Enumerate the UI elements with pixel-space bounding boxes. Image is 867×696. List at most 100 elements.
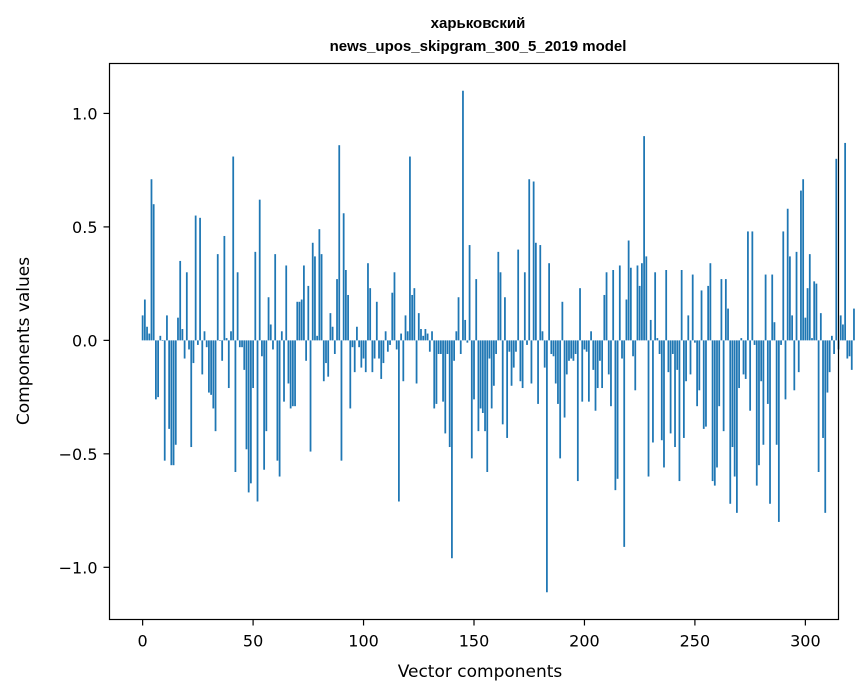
bar: [382, 340, 385, 364]
bar: [687, 315, 690, 341]
x-axis-label: Vector components: [398, 662, 563, 682]
bar: [850, 340, 853, 370]
bar: [188, 340, 190, 350]
bar: [749, 340, 752, 411]
bar: [495, 340, 497, 354]
bar: [583, 340, 586, 350]
bar: [795, 251, 798, 341]
bar: [797, 340, 800, 373]
bar: [265, 340, 268, 432]
bar: [433, 340, 436, 409]
bar: [349, 340, 352, 409]
bar: [415, 340, 418, 384]
bar: [736, 340, 738, 513]
bar: [623, 340, 626, 547]
bar: [645, 256, 648, 341]
bar: [627, 240, 630, 341]
bar: [391, 292, 394, 341]
bar: [519, 340, 522, 382]
bar: [828, 340, 831, 373]
bar: [424, 329, 427, 341]
bar: [775, 340, 778, 445]
bar: [400, 333, 402, 341]
bar: [758, 340, 760, 466]
bar: [605, 272, 608, 341]
bar: [232, 156, 235, 341]
bar: [254, 251, 257, 341]
bar: [362, 340, 365, 359]
bar: [373, 340, 376, 359]
bar: [212, 340, 215, 409]
bar: [729, 340, 732, 504]
bar: [647, 340, 650, 477]
bar: [554, 340, 557, 384]
bar: [320, 254, 323, 341]
bar: [274, 254, 277, 341]
bar: [174, 340, 177, 445]
bar: [689, 340, 692, 375]
bar: [804, 317, 807, 341]
bar: [347, 294, 349, 341]
bar: [552, 340, 555, 357]
x-tick-label: 0: [138, 632, 148, 651]
bar: [344, 270, 347, 341]
bar: [219, 340, 221, 341]
bar: [475, 279, 478, 341]
bar: [141, 315, 144, 341]
bar: [724, 279, 727, 341]
bar: [501, 340, 504, 425]
bar: [272, 340, 274, 350]
bar: [654, 272, 657, 341]
bar: [738, 340, 740, 389]
bar: [488, 340, 491, 359]
bar: [824, 340, 827, 513]
bar: [537, 340, 539, 404]
bar: [528, 179, 531, 341]
bar: [300, 299, 303, 341]
bar: [409, 156, 411, 341]
bar: [764, 274, 767, 341]
bar: [331, 326, 334, 341]
bar: [402, 340, 405, 382]
bar: [685, 340, 687, 382]
bar: [267, 297, 270, 341]
bar: [241, 340, 243, 348]
bar: [742, 340, 745, 375]
bar: [720, 279, 723, 341]
bar: [702, 340, 705, 429]
bar: [307, 285, 310, 341]
bar: [579, 288, 581, 341]
bar: [338, 145, 341, 341]
bar: [473, 340, 475, 400]
bar: [786, 208, 789, 341]
bar: [523, 272, 526, 341]
bar: [261, 340, 263, 357]
bar: [815, 283, 818, 341]
bar: [172, 340, 175, 466]
bar: [375, 301, 378, 341]
y-tick-label: −0.5: [59, 445, 98, 464]
bar: [205, 340, 208, 348]
bar: [393, 272, 396, 341]
bar: [744, 340, 747, 379]
bar: [444, 340, 447, 434]
bar: [753, 340, 756, 345]
bar: [179, 260, 182, 341]
bar: [656, 338, 659, 341]
bar: [327, 340, 330, 377]
bar: [247, 340, 250, 493]
bar: [727, 308, 729, 341]
bar: [435, 340, 438, 404]
bar: [731, 340, 734, 448]
bar: [755, 340, 758, 486]
bar: [442, 340, 444, 402]
bar: [641, 263, 643, 341]
bar: [291, 340, 294, 407]
bar: [663, 340, 665, 468]
bar: [682, 340, 685, 438]
bar: [177, 317, 179, 341]
bar: [486, 340, 489, 472]
bar: [612, 270, 615, 341]
bar: [709, 263, 712, 341]
bar: [316, 335, 319, 341]
